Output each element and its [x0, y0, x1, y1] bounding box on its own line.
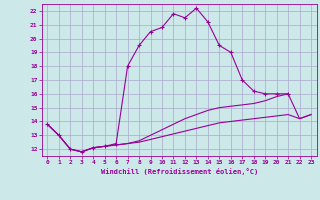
- X-axis label: Windchill (Refroidissement éolien,°C): Windchill (Refroidissement éolien,°C): [100, 168, 258, 175]
